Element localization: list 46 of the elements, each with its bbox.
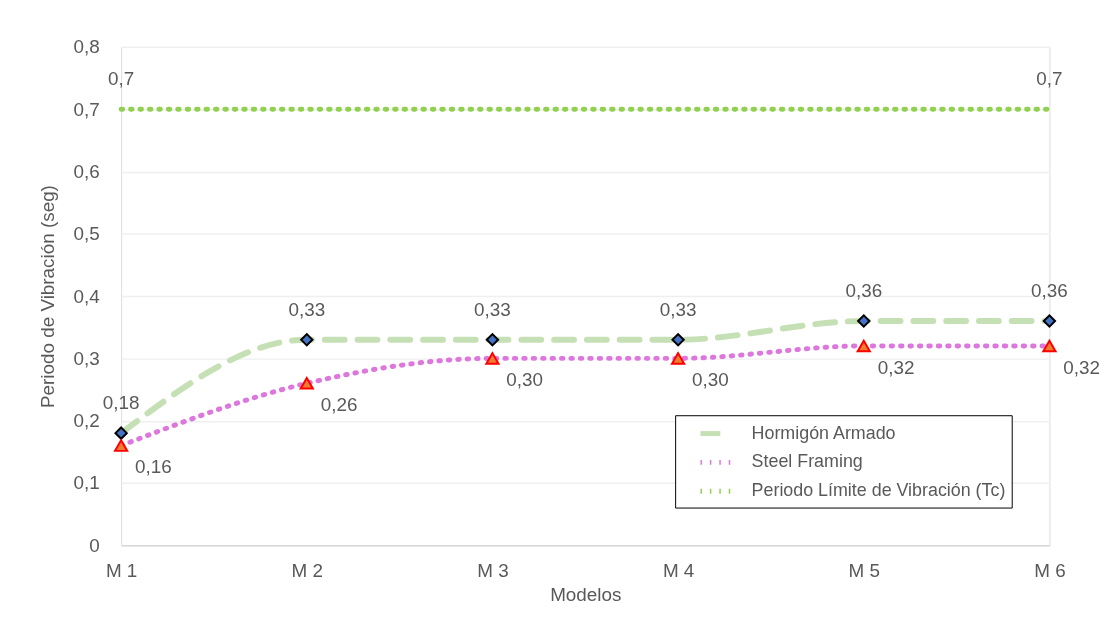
point <box>299 377 314 390</box>
x-tick-label: M 2 <box>291 559 324 581</box>
y-tick-label: 0,1 <box>73 472 100 494</box>
x-tick-label: M 1 <box>105 559 138 581</box>
data-label: 0,32 <box>1063 356 1101 378</box>
point <box>485 333 500 347</box>
data-label: 0,33 <box>474 298 511 320</box>
data-label: 0,36 <box>1031 280 1068 302</box>
x-axis-title: Modelos <box>550 584 622 606</box>
point <box>1042 314 1057 328</box>
y-tick-label: 0,5 <box>73 223 100 245</box>
point <box>300 333 314 347</box>
y-tick-label: 0,8 <box>73 36 100 58</box>
legend-label: Hormigón Armado <box>751 422 896 443</box>
y-tick-label: 0,7 <box>73 98 100 120</box>
data-label: 0,36 <box>845 280 883 302</box>
data-label: 0,7 <box>108 68 135 90</box>
x-tick-label: M 3 <box>477 559 509 581</box>
y-tick-label: 0 <box>89 534 100 556</box>
y-tick-label: 0,3 <box>73 347 100 369</box>
x-tick-label: M 6 <box>1034 559 1066 581</box>
data-label: 0,30 <box>692 369 729 391</box>
y-tick-label: 0,6 <box>73 160 100 182</box>
data-label: 0,16 <box>135 456 172 478</box>
point <box>671 333 685 347</box>
data-label: 0,33 <box>288 298 326 320</box>
y-tick-label: 0,2 <box>73 410 100 432</box>
point <box>485 352 500 365</box>
data-label: 0,26 <box>320 394 358 416</box>
y-tick-label: 0,4 <box>73 285 100 307</box>
point <box>114 426 128 440</box>
x-tick-label: M 5 <box>848 559 880 581</box>
x-tick-label: M 4 <box>662 559 695 581</box>
data-label: 0,30 <box>506 369 544 391</box>
data-label: 0,33 <box>659 298 697 320</box>
point <box>1042 339 1057 353</box>
y-axis-title: Periodo de Vibración (seg) <box>36 185 58 409</box>
data-label: 0,18 <box>102 392 140 414</box>
legend-label: Steel Framing <box>751 451 863 472</box>
data-label: 0,7 <box>1036 68 1063 90</box>
data-label: 0,32 <box>877 356 915 378</box>
point <box>857 314 871 328</box>
point <box>856 339 871 353</box>
legend-label: Periodo Límite de Vibración (Tc) <box>751 480 1006 501</box>
point <box>114 439 129 452</box>
point <box>671 352 686 365</box>
